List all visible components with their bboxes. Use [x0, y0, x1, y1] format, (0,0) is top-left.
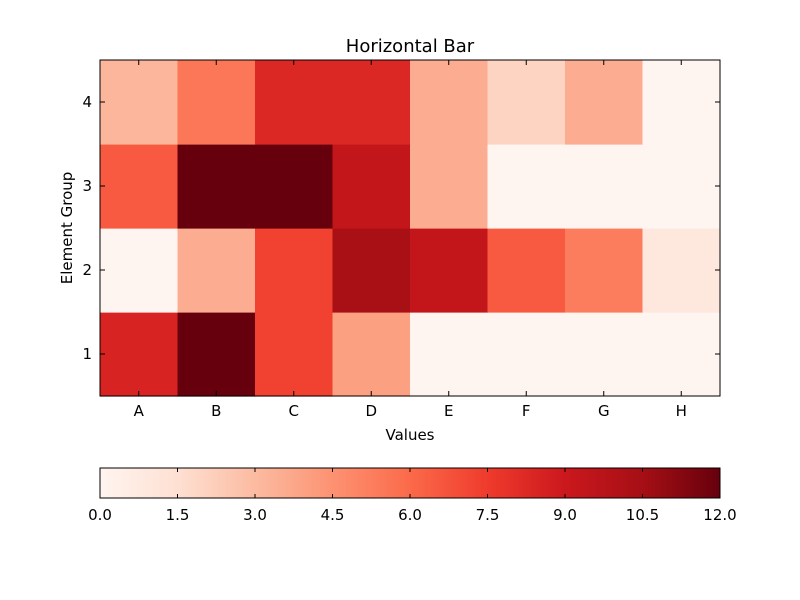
heatmap-cells	[100, 60, 721, 397]
heatmap-cell-E-3	[410, 144, 489, 229]
colorbar-tick-label: 6.0	[398, 506, 422, 524]
heatmap-cell-E-2	[410, 228, 489, 313]
colorbar-tick-label: 1.5	[166, 506, 190, 524]
y-tick-label: 1	[82, 345, 92, 363]
x-tick-label: B	[211, 402, 221, 420]
heatmap-cell-A-3	[100, 144, 179, 229]
y-tick-label: 4	[82, 93, 92, 111]
heatmap-cell-B-1	[177, 312, 256, 397]
heatmap-cell-G-3	[565, 144, 644, 229]
colorbar-tick-label: 7.5	[476, 506, 500, 524]
x-tick-label: F	[522, 402, 531, 420]
colorbar-tick-label: 0.0	[88, 506, 112, 524]
colorbar-tick-label: 3.0	[243, 506, 267, 524]
heatmap-cell-G-1	[565, 312, 644, 397]
y-axis: 1 2 3 4	[82, 93, 720, 363]
heatmap-cell-A-1	[100, 312, 179, 397]
x-tick-label: D	[365, 402, 377, 420]
heatmap-cell-C-2	[255, 228, 334, 313]
heatmap-cell-H-1	[642, 312, 721, 397]
heatmap-cell-F-1	[487, 312, 566, 397]
heatmap-cell-H-4	[642, 60, 721, 145]
colorbar-tick-label: 12.0	[703, 506, 736, 524]
colorbar-gradient	[99, 467, 721, 499]
colorbar-tick-label: 10.5	[626, 506, 659, 524]
heatmap-cell-C-4	[255, 60, 334, 145]
heatmap-cell-D-4	[332, 60, 411, 145]
heatmap-cell-D-1	[332, 312, 411, 397]
heatmap-cell-B-3	[177, 144, 256, 229]
heatmap-cell-B-4	[177, 60, 256, 145]
heatmap-cell-G-2	[565, 228, 644, 313]
heatmap-cell-D-3	[332, 144, 411, 229]
heatmap-cell-F-3	[487, 144, 566, 229]
x-axis: A B C D E F G H	[134, 60, 687, 420]
x-tick-label: A	[134, 402, 145, 420]
heatmap-cell-E-1	[410, 312, 489, 397]
heatmap-cell-D-2	[332, 228, 411, 313]
y-axis-label: Element Group	[58, 172, 76, 285]
x-tick-label: C	[289, 402, 299, 420]
heatmap-cell-A-4	[100, 60, 179, 145]
colorbar-ticks: 0.0 1.5 3.0 4.5 6.0 7.5 9.0 10.5 12.0	[88, 468, 737, 524]
x-axis-label: Values	[385, 426, 434, 444]
colorbar-tick-label: 4.5	[321, 506, 345, 524]
heatmap-cell-B-2	[177, 228, 256, 313]
x-tick-label: H	[676, 402, 687, 420]
colorbar	[99, 467, 721, 499]
heatmap-cell-F-4	[487, 60, 566, 145]
x-tick-label: E	[444, 402, 453, 420]
heatmap-cell-A-2	[100, 228, 179, 313]
heatmap-cell-H-2	[642, 228, 721, 313]
heatmap-cell-G-4	[565, 60, 644, 145]
heatmap-cell-H-3	[642, 144, 721, 229]
heatmap-cell-C-3	[255, 144, 334, 229]
plot-frame	[99, 59, 721, 397]
x-tick-label: G	[598, 402, 610, 420]
y-tick-label: 3	[82, 177, 92, 195]
chart-title: Horizontal Bar	[346, 36, 475, 57]
heatmap-cell-C-1	[255, 312, 334, 397]
colorbar-tick-label: 9.0	[553, 506, 577, 524]
heatmap-cell-F-2	[487, 228, 566, 313]
heatmap-cell-E-4	[410, 60, 489, 145]
y-tick-label: 2	[82, 261, 92, 279]
